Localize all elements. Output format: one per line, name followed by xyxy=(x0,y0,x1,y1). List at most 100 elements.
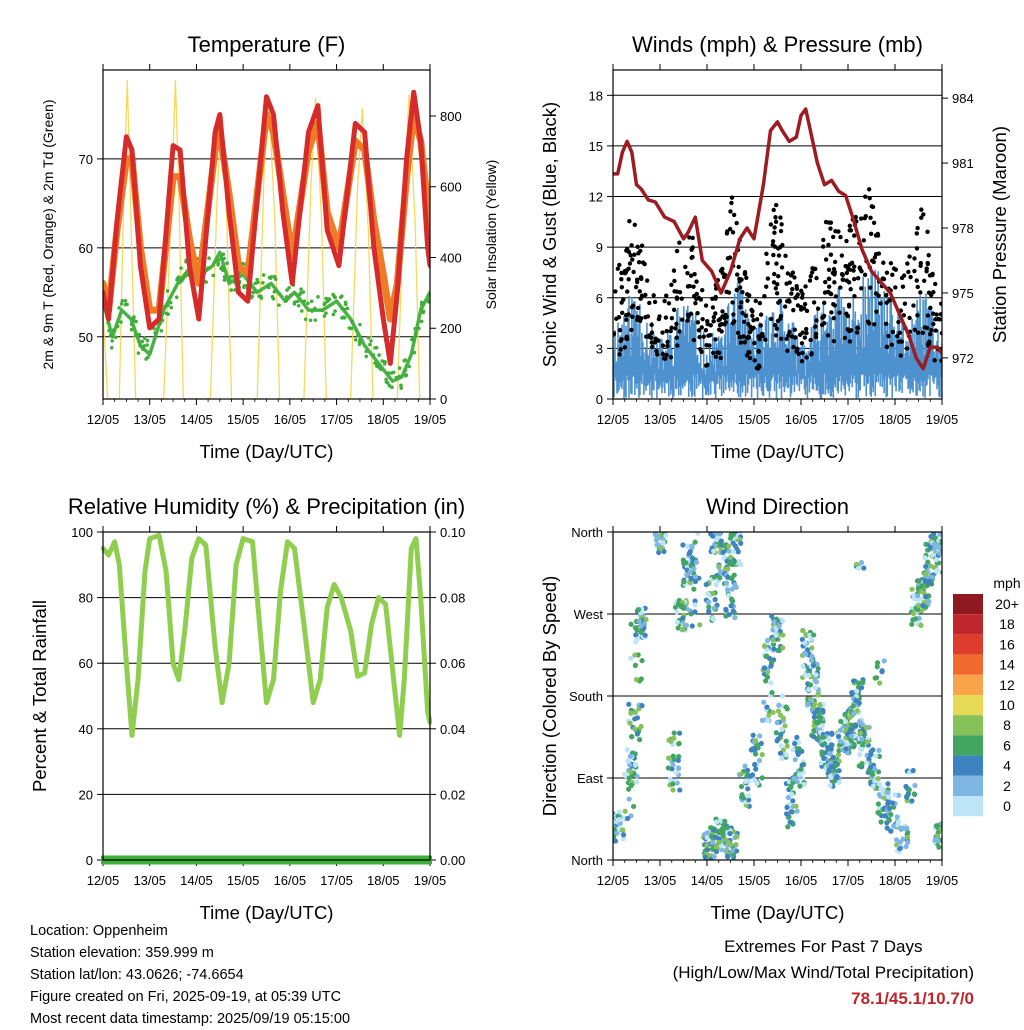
dewpoint-point xyxy=(394,375,399,380)
direction-point xyxy=(849,690,855,696)
direction-point xyxy=(819,723,825,729)
gust-point xyxy=(685,284,691,289)
direction-point xyxy=(915,593,921,599)
x-tick-label: 17/05 xyxy=(832,873,865,888)
dewpoint-point xyxy=(148,349,153,354)
gust-point xyxy=(813,266,818,271)
gust-point xyxy=(784,281,789,286)
direction-point xyxy=(684,572,690,578)
gust-point xyxy=(868,215,873,221)
direction-point xyxy=(868,764,874,770)
y-category-label: North xyxy=(571,525,603,540)
dewpoint-point xyxy=(228,278,232,283)
direction-point xyxy=(670,781,676,787)
gust-point xyxy=(927,331,933,337)
direction-point xyxy=(628,734,635,740)
gust-point xyxy=(862,272,868,277)
direction-point xyxy=(900,825,906,832)
gust-point xyxy=(633,284,639,290)
dewpoint-point xyxy=(364,354,369,359)
direction-point xyxy=(723,580,730,586)
direction-point xyxy=(789,791,795,797)
gust-point xyxy=(613,289,618,294)
direction-point xyxy=(925,559,931,565)
gust-point xyxy=(872,322,877,327)
gust-point xyxy=(654,348,659,354)
gust-point xyxy=(899,339,904,344)
direction-point xyxy=(708,825,714,831)
direction-point xyxy=(936,844,942,850)
legend-swatch xyxy=(953,796,983,817)
direction-point xyxy=(800,663,806,669)
direction-point xyxy=(893,837,900,843)
direction-point xyxy=(768,663,774,669)
series-relative-humidity xyxy=(101,532,432,738)
gust-point xyxy=(787,299,792,304)
x-tick-label: 15/05 xyxy=(738,412,771,427)
direction-point xyxy=(830,754,836,760)
direction-point xyxy=(639,658,645,664)
gust-point xyxy=(881,260,886,265)
direction-point xyxy=(616,817,622,823)
direction-point xyxy=(869,770,875,776)
direction-point xyxy=(842,712,848,718)
y-tick-label: 3 xyxy=(596,341,603,356)
direction-point xyxy=(724,587,731,593)
latlon-text: Station lat/lon: 43.0626; -74.6654 xyxy=(30,967,244,983)
direction-point xyxy=(717,575,723,581)
gust-point xyxy=(774,326,780,331)
direction-point xyxy=(757,733,763,739)
dewpoint-point xyxy=(293,300,297,304)
direction-point xyxy=(713,582,719,588)
gust-point xyxy=(898,353,904,358)
dewpoint-point xyxy=(384,377,388,382)
gust-point xyxy=(775,282,780,287)
gust-point xyxy=(629,327,634,333)
dewpoint-point xyxy=(216,258,221,262)
gust-point xyxy=(647,334,652,340)
direction-point xyxy=(784,811,790,817)
gust-point xyxy=(738,304,743,310)
gust-point xyxy=(884,293,889,298)
gust-point xyxy=(637,318,643,324)
direction-point xyxy=(779,693,786,699)
wind-direction-panel: Wind Direction Time (Day/UTC) 12/05 13/05 14… xyxy=(539,494,1021,923)
gust-point xyxy=(930,271,935,277)
chart-title: Relative Humidity (%) & Precipitation (i… xyxy=(68,494,465,519)
dewpoint-point xyxy=(313,318,318,322)
dewpoint-point xyxy=(204,280,208,284)
direction-point xyxy=(912,616,919,622)
y-axis-label: Percent & Total Rainfall xyxy=(29,600,50,792)
gust-point xyxy=(794,349,799,354)
direction-point xyxy=(634,731,640,737)
direction-point xyxy=(801,781,807,788)
dewpoint-point xyxy=(340,306,344,311)
gust-point xyxy=(820,315,825,320)
y-tick-label: 20 xyxy=(79,787,93,802)
gust-point xyxy=(705,362,710,368)
gust-point xyxy=(750,313,755,318)
gust-point xyxy=(700,287,705,293)
y2-tick-label: 800 xyxy=(440,109,462,124)
gust-point xyxy=(902,301,908,306)
direction-point xyxy=(807,682,814,688)
direction-point xyxy=(828,746,834,752)
dewpoint-point xyxy=(341,315,346,319)
dewpoint-point xyxy=(140,339,145,344)
direction-point xyxy=(875,801,881,807)
gust-point xyxy=(931,321,936,327)
gust-point xyxy=(808,337,813,343)
direction-point xyxy=(905,829,911,835)
gust-point xyxy=(904,346,910,351)
gust-point xyxy=(660,330,665,335)
direction-point xyxy=(634,627,640,633)
direction-point xyxy=(818,719,824,725)
gust-point xyxy=(848,287,853,292)
dewpoint-point xyxy=(211,273,216,278)
elevation-text: Station elevation: 359.999 m xyxy=(30,945,214,961)
gust-point xyxy=(683,264,688,270)
x-tick-label: 16/05 xyxy=(785,873,818,888)
dewpoint-point xyxy=(296,303,301,308)
gust-point xyxy=(838,234,843,240)
direction-point xyxy=(817,702,823,709)
